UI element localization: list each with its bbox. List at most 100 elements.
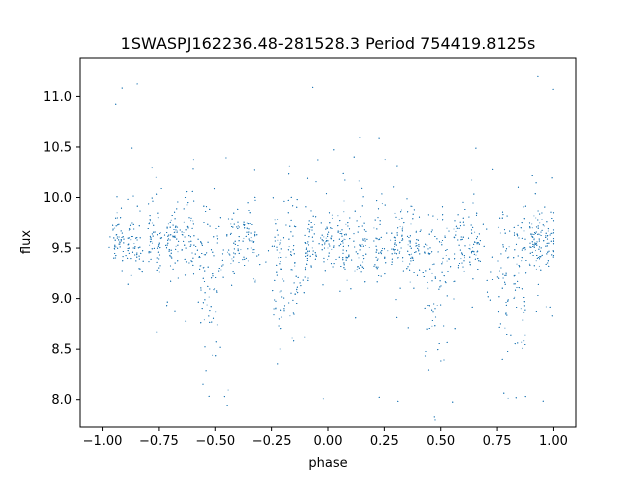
- data-point: [418, 249, 420, 251]
- data-point: [192, 220, 194, 222]
- data-point: [198, 256, 200, 258]
- data-point: [337, 215, 339, 217]
- data-point: [499, 232, 501, 234]
- data-point: [293, 340, 295, 342]
- data-point: [230, 223, 232, 225]
- data-point: [216, 324, 218, 326]
- data-point: [469, 244, 471, 246]
- data-point: [446, 227, 448, 229]
- data-point: [243, 221, 245, 223]
- data-point: [545, 306, 547, 308]
- data-point: [254, 279, 256, 281]
- data-point: [516, 263, 518, 265]
- data-point: [384, 159, 386, 161]
- data-point: [288, 165, 290, 167]
- data-point: [313, 223, 316, 226]
- data-point: [312, 240, 314, 242]
- data-point: [509, 230, 511, 232]
- data-point: [183, 231, 185, 234]
- data-point: [291, 337, 293, 339]
- data-point: [440, 241, 442, 243]
- data-point: [505, 274, 507, 276]
- data-point: [508, 246, 510, 248]
- data-point: [427, 287, 429, 289]
- data-point: [361, 225, 363, 227]
- data-point: [533, 237, 535, 239]
- data-point: [407, 244, 409, 246]
- data-point: [397, 256, 399, 259]
- data-point: [523, 311, 525, 313]
- data-point: [500, 267, 502, 269]
- data-point: [128, 229, 130, 231]
- data-point: [184, 196, 187, 199]
- data-point: [360, 271, 362, 273]
- data-point: [436, 218, 439, 220]
- data-point: [505, 250, 507, 252]
- data-point: [378, 137, 380, 139]
- data-point: [387, 250, 389, 252]
- data-point: [339, 230, 341, 232]
- data-point: [424, 251, 426, 253]
- data-point: [531, 227, 533, 229]
- data-point: [529, 242, 531, 244]
- data-point: [133, 243, 135, 245]
- data-point: [149, 244, 151, 246]
- data-point: [119, 241, 121, 243]
- data-point: [132, 195, 134, 197]
- data-point: [190, 220, 192, 222]
- data-point: [281, 278, 284, 280]
- data-point: [356, 269, 358, 271]
- data-point: [508, 256, 510, 258]
- data-point: [287, 249, 289, 251]
- data-point: [547, 230, 549, 232]
- data-point: [518, 272, 520, 274]
- data-point: [454, 258, 456, 260]
- data-point: [345, 223, 347, 225]
- data-point: [524, 343, 526, 346]
- data-point: [246, 227, 248, 229]
- data-point: [522, 206, 525, 208]
- data-point: [118, 236, 120, 238]
- data-point: [535, 217, 537, 219]
- data-point: [444, 281, 446, 283]
- data-point: [546, 242, 548, 244]
- data-point: [445, 254, 447, 257]
- data-point: [499, 323, 501, 325]
- data-point: [537, 294, 539, 297]
- data-point: [230, 263, 232, 265]
- data-point: [364, 281, 366, 283]
- data-point: [395, 216, 397, 218]
- data-point: [354, 270, 356, 272]
- data-point: [216, 242, 218, 244]
- data-point: [215, 311, 217, 313]
- data-point: [247, 260, 249, 262]
- data-point: [174, 211, 176, 213]
- data-point: [474, 231, 476, 233]
- data-point: [321, 234, 323, 236]
- data-point: [431, 325, 433, 327]
- data-point: [245, 257, 247, 259]
- data-point: [115, 217, 117, 219]
- data-point: [491, 278, 494, 281]
- data-point: [518, 265, 520, 267]
- data-point: [265, 261, 267, 263]
- data-point: [359, 136, 361, 139]
- data-point: [279, 291, 281, 293]
- data-point: [381, 203, 383, 205]
- data-point: [426, 244, 428, 246]
- data-point: [428, 233, 430, 235]
- data-point: [214, 287, 216, 290]
- data-point: [537, 210, 539, 212]
- data-point: [453, 228, 455, 230]
- data-point: [517, 342, 519, 344]
- data-point: [321, 249, 323, 251]
- data-point: [401, 238, 404, 240]
- data-point: [203, 319, 205, 321]
- data-point: [514, 289, 517, 291]
- data-point: [277, 239, 279, 241]
- data-point: [115, 246, 117, 248]
- data-point: [402, 239, 404, 241]
- data-point: [343, 238, 345, 240]
- data-point: [343, 211, 345, 213]
